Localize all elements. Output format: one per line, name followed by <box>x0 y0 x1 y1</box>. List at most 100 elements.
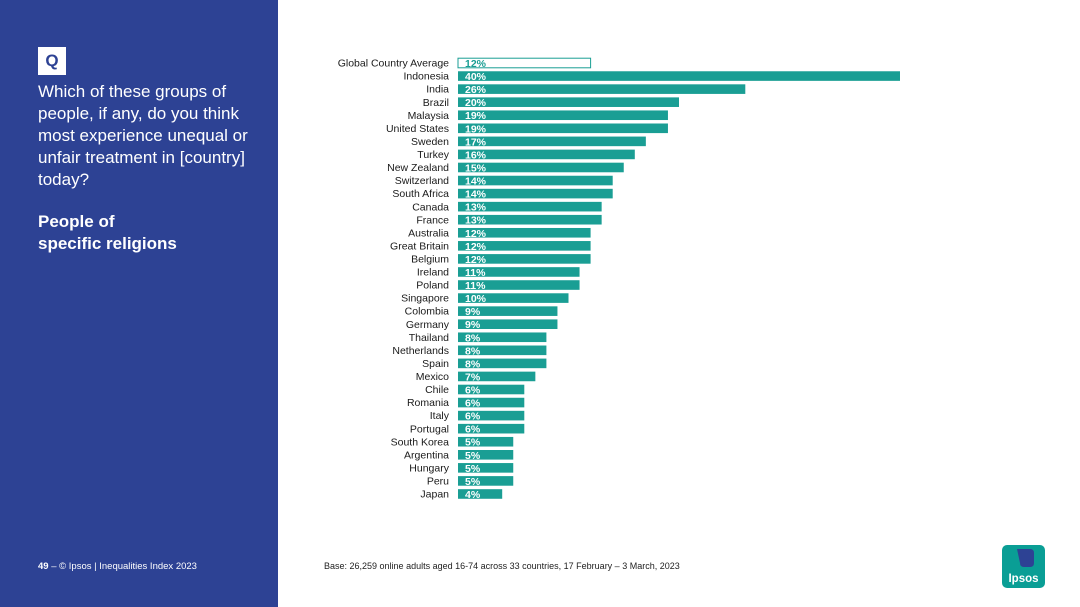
value-label: 8% <box>465 345 481 357</box>
value-label: 5% <box>465 450 481 462</box>
category-label: Canada <box>412 201 449 213</box>
category-label: Germany <box>406 319 450 331</box>
bar <box>458 175 613 186</box>
value-label: 13% <box>465 202 487 214</box>
bar <box>458 267 580 277</box>
value-label: 16% <box>465 149 487 161</box>
category-label: Colombia <box>405 306 450 318</box>
value-label: 5% <box>465 437 481 449</box>
value-label: 11% <box>465 267 486 279</box>
value-label: 12% <box>465 228 487 240</box>
bar <box>458 476 514 486</box>
question-badge: Q <box>38 47 66 75</box>
value-label: 8% <box>465 332 481 344</box>
value-label: 6% <box>465 398 481 410</box>
category-label: Great Britain <box>390 240 449 252</box>
value-label: 9% <box>465 306 481 318</box>
category-label: Spain <box>422 358 449 370</box>
category-label: India <box>426 84 449 96</box>
value-label: 5% <box>465 463 481 475</box>
bar <box>458 280 580 290</box>
category-label: Australia <box>408 227 449 239</box>
value-label: 8% <box>465 358 481 370</box>
bar <box>458 110 668 121</box>
bar <box>458 397 525 408</box>
ipsos-logo: Ipsos <box>1002 545 1045 588</box>
bar <box>458 97 679 107</box>
bar <box>458 71 900 81</box>
bar <box>458 332 547 343</box>
value-label: 6% <box>465 411 481 423</box>
bar <box>458 450 514 460</box>
category-label: Mexico <box>416 371 449 383</box>
question-text: Which of these groups of people, if any,… <box>38 82 248 189</box>
category-label: Sweden <box>411 136 449 148</box>
category-label: Argentina <box>404 449 449 461</box>
bar <box>458 254 591 264</box>
category-label: United States <box>386 123 449 135</box>
value-label: 17% <box>465 136 487 148</box>
bar <box>458 188 613 199</box>
category-label: Turkey <box>417 149 449 161</box>
page-number: 49 <box>38 561 49 572</box>
logo-text: Ipsos <box>1008 573 1038 585</box>
bar <box>458 241 591 251</box>
category-label: Switzerland <box>395 175 449 187</box>
value-label: 10% <box>465 293 487 305</box>
category-label: Netherlands <box>392 345 449 357</box>
bar <box>458 227 591 238</box>
value-label: 7% <box>465 371 481 383</box>
topic-subtitle-line-1: People of <box>38 212 115 231</box>
value-label: 14% <box>465 189 487 201</box>
bar <box>458 149 635 160</box>
bar <box>458 436 514 447</box>
value-label: 9% <box>465 319 481 331</box>
category-label: Brazil <box>423 97 449 109</box>
bar <box>458 214 602 225</box>
footer-separator: – <box>48 561 60 572</box>
category-label: Poland <box>416 280 449 292</box>
category-label: Ireland <box>417 267 449 279</box>
value-label: 20% <box>465 97 487 109</box>
footer-left: 49 – © Ipsos | Inequalities Index 2023 <box>38 561 197 572</box>
bar <box>458 123 668 134</box>
value-label: 11% <box>465 280 486 292</box>
value-label: 19% <box>465 110 487 122</box>
category-label: Italy <box>430 410 450 422</box>
category-label: Japan <box>420 489 449 501</box>
bar <box>458 358 547 369</box>
bar <box>458 384 525 395</box>
category-label: New Zealand <box>387 162 449 174</box>
category-label: Romania <box>407 397 449 409</box>
bar <box>458 423 525 434</box>
value-label: 19% <box>465 123 487 135</box>
average-bar <box>457 57 592 69</box>
bar <box>458 136 646 147</box>
value-label: 13% <box>465 215 487 227</box>
value-label: 12% <box>465 254 487 266</box>
category-label: Hungary <box>409 462 449 474</box>
bar <box>458 84 746 94</box>
category-label: Belgium <box>411 254 449 266</box>
category-label: Thailand <box>409 332 449 344</box>
value-label: 6% <box>465 424 481 436</box>
bar <box>458 162 624 173</box>
topic-subtitle-line-2: specific religions <box>38 234 177 253</box>
logo-mark <box>1017 549 1034 567</box>
bar <box>458 201 602 212</box>
bar <box>458 293 569 303</box>
category-label: Chile <box>425 384 449 396</box>
category-label: Global Country Average <box>338 58 449 70</box>
category-label: South Korea <box>391 436 450 448</box>
value-label: 4% <box>465 489 481 501</box>
category-label: Malaysia <box>408 110 450 122</box>
base-note: Base: 26,259 online adults aged 16-74 ac… <box>324 561 680 571</box>
value-label: 15% <box>465 162 487 174</box>
bar <box>458 306 558 316</box>
category-label: South Africa <box>392 188 449 200</box>
value-label: 26% <box>465 84 487 96</box>
value-label: 12% <box>465 58 487 70</box>
bar <box>458 319 558 329</box>
value-label: 5% <box>465 476 481 488</box>
